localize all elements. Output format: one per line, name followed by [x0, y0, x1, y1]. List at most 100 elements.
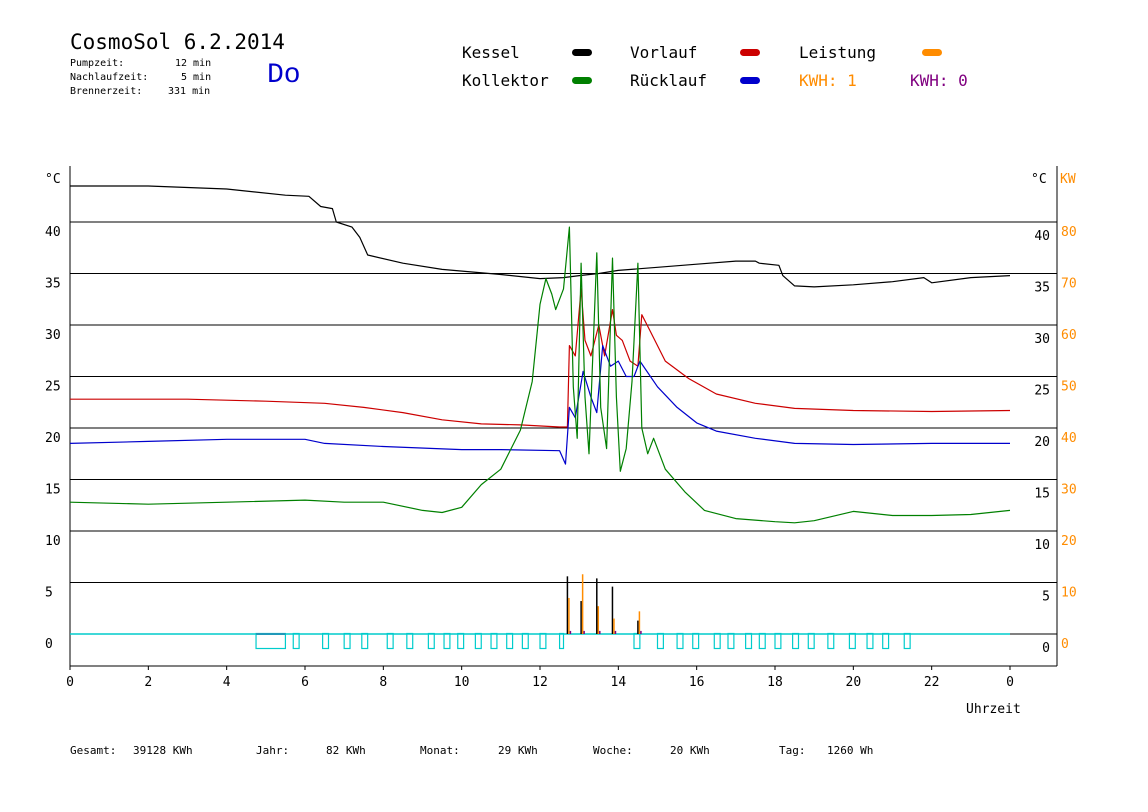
y-tick-power: 40 [1061, 431, 1077, 446]
nachlaufzeit-value: 5 min [181, 72, 212, 83]
pump-interval [792, 632, 800, 650]
pump-interval [521, 632, 529, 650]
x-tick-label: 4 [223, 675, 231, 690]
footer-woche-value: 20 KWh [670, 744, 710, 757]
y-tick-right: 40 [1034, 229, 1050, 244]
y-axis-unit-left: °C [45, 172, 61, 187]
y-tick-power: 30 [1061, 483, 1077, 498]
pump-interval [713, 632, 721, 650]
pump-interval [656, 632, 664, 650]
y-axis-unit-power: KW [1060, 172, 1076, 187]
brennerzeit-label: Brennerzeit: [70, 86, 143, 97]
x-tick-label: 8 [379, 675, 387, 690]
x-tick-label: 0 [66, 675, 74, 690]
x-tick-label: 16 [689, 675, 705, 690]
pump-interval [848, 632, 856, 650]
series-line-kollektor [69, 226, 1011, 524]
y-tick-left: 35 [45, 277, 61, 292]
x-tick-label: 14 [611, 675, 627, 690]
legend-vorlauf: Vorlauf [630, 43, 698, 62]
brennerzeit-value: 331 min [168, 86, 211, 97]
x-tick-label: 10 [454, 675, 470, 690]
x-tick-label: 2 [144, 675, 152, 690]
y-tick-power: 70 [1061, 277, 1077, 292]
y-tick-left: 20 [45, 431, 61, 446]
x-axis-label: Uhrzeit [966, 702, 1021, 717]
weekday: Do [267, 60, 301, 91]
y-tick-left: 30 [45, 328, 61, 343]
y-tick-right: 5 [1042, 590, 1050, 605]
y-tick-left: 0 [45, 637, 53, 652]
footer-woche-label: Woche: [593, 744, 633, 757]
pump-interval [882, 632, 890, 650]
footer-tag-value: 1260 Wh [827, 744, 874, 757]
y-tick-right: 30 [1034, 332, 1050, 347]
pump-interval [292, 632, 300, 650]
y-tick-power: 60 [1061, 328, 1077, 343]
nachlaufzeit-label: Nachlaufzeit: [70, 72, 149, 83]
x-tick-label: 6 [301, 675, 309, 690]
chart-tick-labels: 0 2 4 6 8 10 12 14 16 18 20 22 0 40 40 80 35 35 70 30 30 60 25… [45, 225, 1077, 690]
x-tick-label: 18 [767, 675, 783, 690]
x-tick-label: 0 [1006, 675, 1014, 690]
pump-interval [558, 632, 565, 650]
x-tick-label: 20 [846, 675, 862, 690]
pump-interval [361, 632, 369, 650]
pump-interval [343, 632, 351, 650]
chart-series [69, 185, 1011, 650]
x-tick-label: 22 [924, 675, 940, 690]
pump-interval [490, 632, 498, 650]
pump-interval [322, 632, 330, 650]
y-tick-power: 50 [1061, 380, 1077, 395]
y-tick-left: 15 [45, 483, 61, 498]
y-tick-power: 80 [1061, 225, 1077, 240]
footer-jahr-value: 82 KWh [326, 744, 366, 757]
y-tick-left: 25 [45, 380, 61, 395]
pump-interval [386, 632, 394, 650]
pump-interval [427, 632, 435, 650]
pump-interval [866, 632, 874, 650]
y-tick-right: 25 [1034, 384, 1050, 399]
chart-title: CosmoSol 6.2.2014 [70, 30, 285, 54]
legend-kwh1: KWH: 1 [799, 71, 857, 90]
pump-interval [539, 632, 547, 650]
chart-axes [69, 166, 1058, 670]
pumpzeit-value: 12 min [175, 58, 212, 69]
footer-monat-value: 29 KWh [498, 744, 538, 757]
pump-interval [506, 632, 514, 650]
pump-interval [758, 632, 766, 650]
legend-ruecklauf: Rücklauf [630, 71, 708, 90]
y-tick-power: 10 [1061, 586, 1077, 601]
y-tick-right: 35 [1034, 281, 1050, 296]
pumpzeit-label: Pumpzeit: [70, 58, 125, 69]
y-tick-power: 0 [1061, 637, 1069, 652]
legend-kwh2: KWH: 0 [910, 71, 968, 90]
pump-interval [255, 632, 287, 650]
footer-gesamt-label: Gesamt: [70, 744, 117, 757]
pump-interval [406, 632, 414, 650]
legend-ruecklauf-swatch [740, 77, 760, 84]
pump-interval [692, 632, 700, 650]
pump-interval [633, 632, 641, 650]
y-tick-power: 20 [1061, 534, 1077, 549]
footer-monat-label: Monat: [420, 744, 460, 757]
pump-interval [774, 632, 782, 650]
pump-interval [443, 632, 451, 650]
legend-leistung: Leistung [799, 43, 877, 62]
pump-interval [827, 632, 835, 650]
pump-interval [745, 632, 753, 650]
y-tick-right: 20 [1034, 435, 1050, 450]
pump-interval [903, 632, 911, 650]
footer-jahr-label: Jahr: [256, 744, 290, 757]
y-tick-right: 0 [1042, 641, 1050, 656]
pump-interval [474, 632, 482, 650]
pump-interval [676, 632, 684, 650]
y-tick-right: 10 [1034, 538, 1050, 553]
legend-vorlauf-swatch [740, 49, 760, 56]
pump-interval [807, 632, 815, 650]
legend-kollektor: Kollektor [462, 71, 549, 90]
footer-tag-label: Tag: [779, 744, 806, 757]
x-tick-label: 12 [532, 675, 548, 690]
footer-gesamt-value: 39128 KWh [133, 744, 193, 757]
